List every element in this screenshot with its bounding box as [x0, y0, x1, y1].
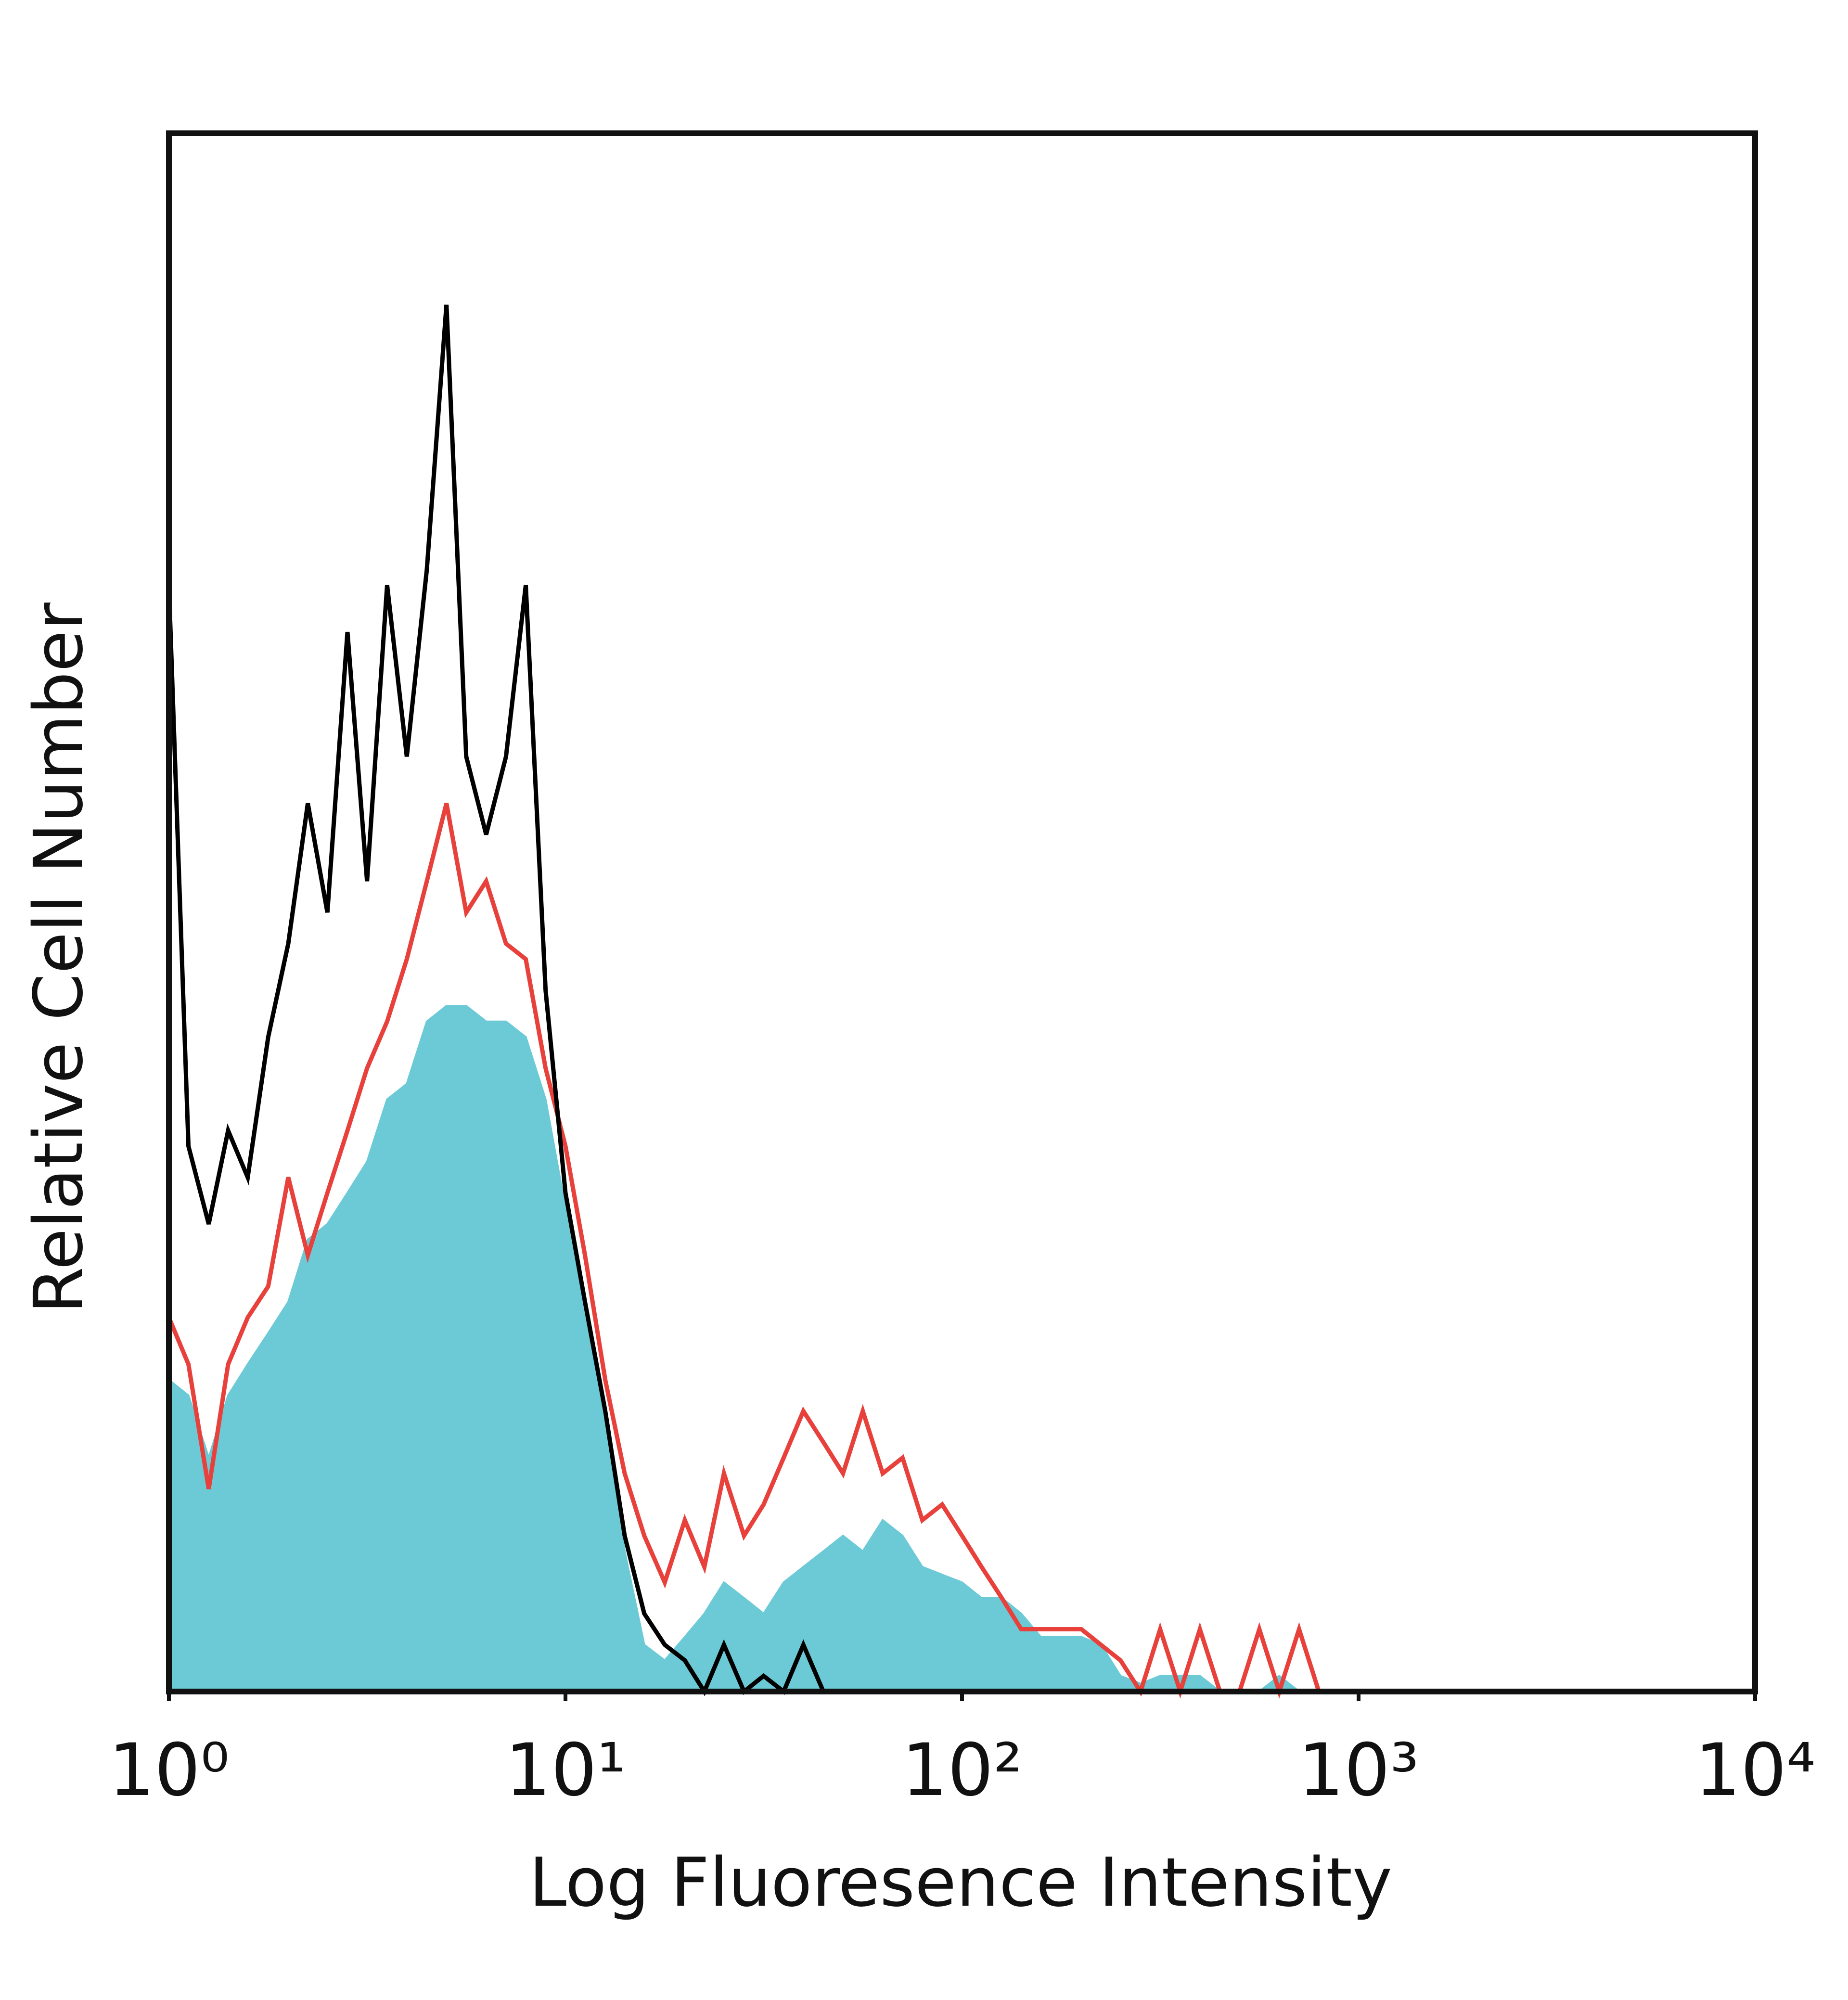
x-tick-label: 10² [901, 1729, 1022, 1812]
x-axis-label: Log Fluoresence Intensity [529, 1844, 1392, 1922]
x-tick-label: 10⁴ [1694, 1729, 1815, 1812]
y-axis-label: Relative Cell Number [20, 603, 98, 1314]
x-tick-label: 10⁰ [108, 1729, 229, 1812]
line [167, 803, 1359, 1699]
plot-area [167, 304, 1359, 1699]
area [168, 1005, 1359, 1692]
x-tick-label: 10³ [1298, 1729, 1419, 1812]
x-tick-label: 10¹ [505, 1729, 626, 1812]
